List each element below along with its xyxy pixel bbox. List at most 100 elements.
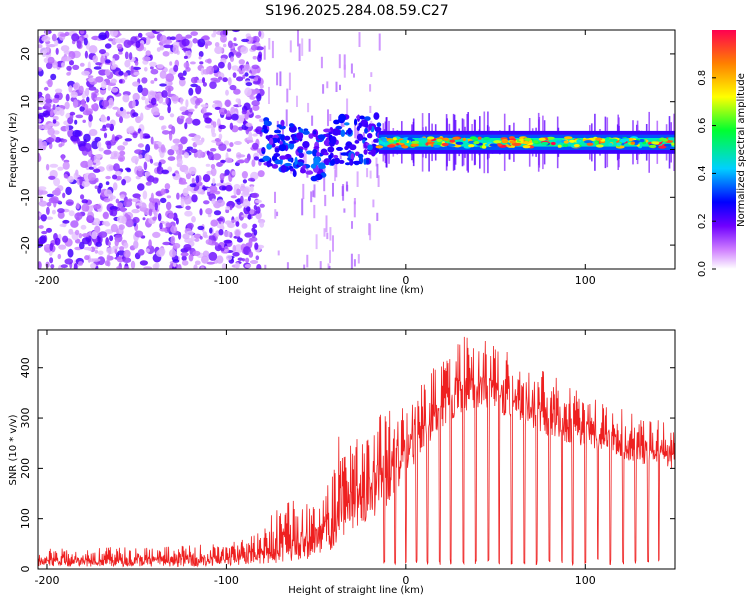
spectrogram-cell (339, 152, 342, 160)
spectrogram-cell (353, 201, 356, 218)
spectrogram-cell (356, 171, 359, 187)
spectrogram-cell (254, 199, 262, 204)
spectrogram-cell (246, 206, 251, 212)
spectrogram-cell (52, 115, 59, 121)
spectrogram-cell (225, 116, 233, 120)
spectrogram-cell (364, 123, 369, 128)
spectrogram-cell (124, 59, 131, 68)
spectrogram-cell (165, 73, 174, 82)
colorbar-gradient (712, 30, 736, 269)
spectrogram-cell (101, 80, 107, 90)
spectrogram-cell (111, 134, 116, 143)
spectrogram-cell (170, 145, 179, 151)
spectrogram-cell (538, 137, 546, 141)
spectrogram-cell (172, 138, 181, 144)
spectrogram-cell (223, 239, 233, 244)
spectrogram-cell (298, 152, 304, 158)
spectrogram-cell (357, 254, 360, 264)
spectrogram-cell (225, 206, 231, 211)
spectrogram-cell (104, 69, 111, 76)
spectrogram-cell (103, 149, 112, 155)
spectrogram-cell (167, 105, 171, 114)
spectrogram-cell (188, 254, 194, 262)
spectrogram-cell (114, 239, 119, 247)
spectrogram-cell (332, 235, 334, 252)
spectrogram-cell (62, 138, 68, 143)
spectrogram-cell (302, 130, 310, 135)
colorbar-ticks: 0.0 0.2 0.4 0.6 0.8 (697, 70, 716, 277)
spectrogram-cell (59, 223, 67, 227)
spectrogram-cell (184, 122, 188, 130)
spectrogram-cell (150, 136, 154, 145)
snr-y-ticks: 0 100 200 300 400 (19, 357, 675, 573)
spectrogram-cell (150, 68, 159, 75)
spectrogram-cell (287, 158, 293, 162)
spectrogram-cell (172, 173, 176, 177)
colorbar-label: Normalized spectral amplitude (736, 73, 747, 227)
spectrogram-cell (97, 250, 104, 256)
colorbar-tick-label: 0.8 (697, 70, 708, 86)
spectrogram-cell (168, 213, 175, 219)
spectrogram-cell (141, 77, 148, 84)
spectrogram-cell (296, 132, 304, 140)
spectrogram-cell (368, 123, 372, 131)
spectrogram-cell (323, 152, 329, 156)
spectrogram-cell (195, 98, 201, 106)
spectrogram-cell (205, 208, 213, 215)
spectrogram-cell (236, 204, 243, 209)
spectrogram-cell (235, 51, 242, 58)
spectrogram-cell (224, 109, 228, 114)
spectrogram-cell (105, 181, 110, 186)
spectrogram-cell (88, 114, 93, 122)
spectrogram-cell (221, 263, 227, 269)
spectrogram-cell (594, 141, 598, 145)
spectrogram-cell (325, 215, 328, 233)
spectrogram-cell (195, 139, 204, 146)
spectrogram-cell (84, 255, 90, 261)
spectrogram-cell (150, 80, 155, 84)
spectrogram-cell (108, 97, 114, 106)
spectrogram-cell (110, 156, 115, 160)
spectrogram-cell (573, 144, 580, 148)
spectrogram-cell (250, 185, 254, 193)
spectrogram-cell (51, 33, 57, 42)
spectrogram-cell (59, 108, 65, 117)
spectrogram-cell (372, 149, 377, 154)
spectrogram-cell (180, 136, 188, 145)
spectrogram-cell (46, 44, 50, 53)
spectrogram-cell (214, 242, 219, 247)
spectrogram-cell (169, 61, 173, 66)
spectrogram-cell (327, 109, 329, 127)
spectrogram-cell (184, 169, 189, 175)
spectrogram-cell (250, 44, 258, 51)
spectrogram-cell (104, 43, 112, 49)
spectrogram-cell (349, 144, 357, 151)
spectrogram-cell (67, 248, 74, 258)
spectrogram-cell (664, 143, 673, 147)
spectrogram-cell (168, 81, 173, 86)
spectrogram-cell (418, 139, 428, 143)
spectrogram-cell (242, 258, 245, 262)
spectrogram-cell (208, 185, 218, 193)
spectrogram-cell (212, 178, 216, 185)
spectrogram-cell (241, 214, 249, 218)
spectrogram-cell (297, 30, 299, 47)
spectrogram-cell (112, 245, 119, 250)
spectrogram-cell (346, 98, 349, 117)
spectrogram-cell (333, 162, 336, 170)
spectrogram-cell (190, 233, 195, 242)
spectrogram-cell (191, 216, 196, 223)
spectrogram-cell (114, 38, 123, 44)
spectrogram-cell (102, 211, 109, 220)
spectrogram-cell (45, 93, 51, 101)
spectrogram-cell (64, 101, 70, 110)
spectrogram-cell (137, 183, 145, 191)
spectrogram-cell (336, 146, 343, 151)
spectrogram-cell (87, 75, 94, 79)
spectrogram-cell (541, 141, 549, 146)
spectrogram-cell (186, 230, 194, 236)
spectrogram-cell (232, 252, 240, 257)
spectrogram-cell (170, 36, 177, 41)
spectrogram-cell (162, 125, 167, 130)
spectrogram-cell (222, 77, 228, 83)
